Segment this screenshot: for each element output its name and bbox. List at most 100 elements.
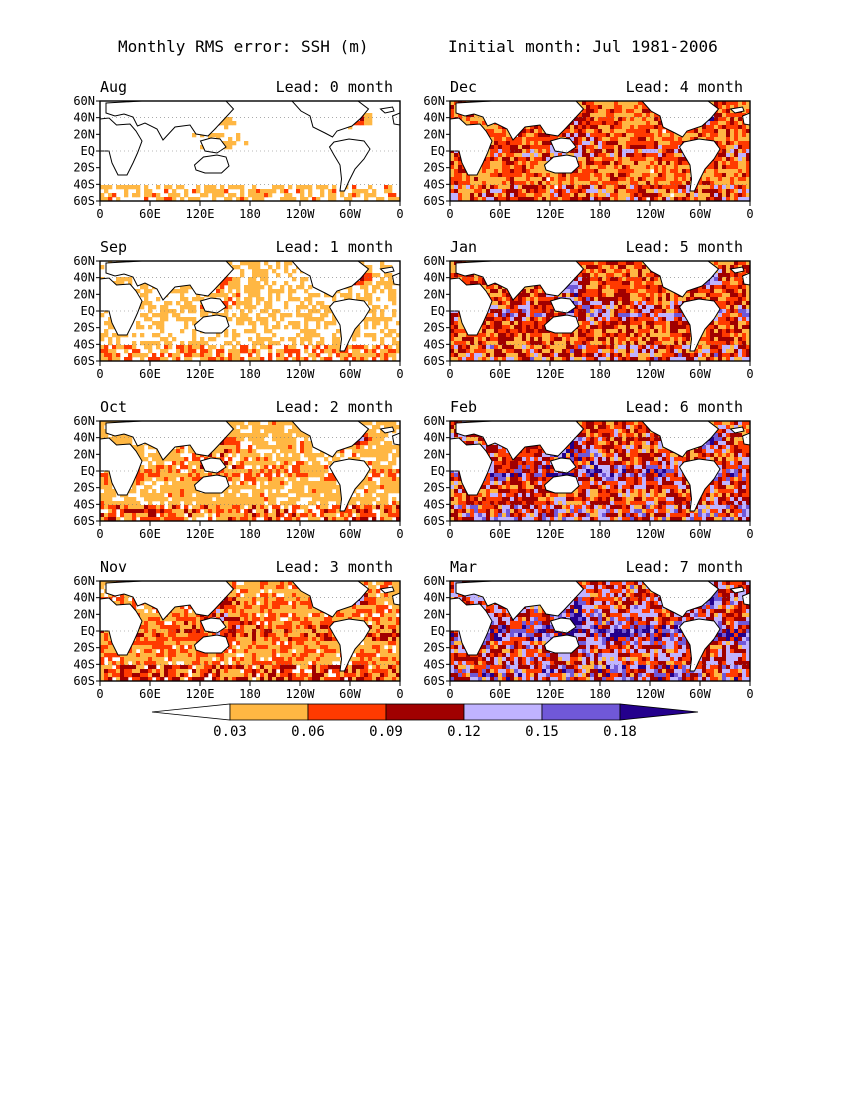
lon-tick-label: 0 — [746, 527, 753, 541]
error-field — [450, 581, 750, 681]
lon-tick-label: 120W — [636, 367, 666, 381]
lon-tick-label: 0 — [446, 367, 453, 381]
land-mass — [678, 618, 721, 672]
lon-tick-label: 0 — [396, 367, 403, 381]
lat-tick-label: EQ — [81, 304, 95, 318]
error-field — [100, 101, 400, 201]
colorbar-segment — [229, 703, 309, 721]
land-mass — [379, 586, 395, 594]
lon-tick-label: 180 — [239, 367, 261, 381]
lat-tick-label: 60S — [73, 514, 95, 528]
land-mass — [328, 618, 371, 672]
panel-month: Jan — [450, 238, 477, 256]
lon-tick-label: 120W — [636, 207, 666, 221]
land-mass — [100, 437, 143, 496]
lat-tick-label: 20N — [73, 287, 95, 301]
lon-tick-label: 120W — [636, 527, 666, 541]
lon-tick-label: 180 — [589, 687, 611, 701]
land-mass — [328, 138, 371, 192]
panel-lead: Lead: 1 month — [276, 238, 393, 256]
land-mass — [641, 421, 720, 458]
lon-tick-label: 180 — [589, 527, 611, 541]
lat-tick-label: 20S — [423, 481, 445, 495]
lon-tick-label: 60E — [489, 687, 511, 701]
lat-tick-label: 60N — [423, 414, 445, 428]
lat-tick-label: 20N — [73, 127, 95, 141]
land-mass — [729, 106, 745, 114]
land-mass — [105, 101, 235, 141]
land-mass — [678, 458, 721, 512]
land-mass — [729, 266, 745, 274]
lon-tick-label: 0 — [746, 687, 753, 701]
map-panel-feb: 0 60E 120E 180 120W 60W 0 60N 40N 20N EQ 20S 40S 60S F… — [423, 398, 753, 541]
lon-tick-label: 180 — [239, 687, 261, 701]
lon-tick-label: 60E — [139, 687, 161, 701]
lat-tick-label: 40S — [73, 497, 95, 511]
land-mass — [641, 101, 720, 138]
figure-title-left: Monthly RMS error: SSH (m) — [118, 37, 368, 56]
lon-tick-label: 60W — [689, 207, 711, 221]
land-mass — [455, 581, 585, 621]
lat-tick-label: 60N — [73, 94, 95, 108]
colorbar-tick-label: 0.03 — [213, 724, 247, 740]
land-mass — [291, 581, 370, 618]
lon-tick-label: 0 — [96, 527, 103, 541]
land-mass — [391, 432, 400, 446]
land-mass — [729, 426, 745, 434]
lat-tick-label: 60S — [73, 194, 95, 208]
land-mass — [391, 112, 400, 126]
lat-tick-label: 40N — [73, 111, 95, 125]
map-panels: 0 60E 120E 180 120W 60W 0 60N 40N 20N EQ 20S 40S 60S A… — [73, 78, 753, 701]
map-panel-aug: 0 60E 120E 180 120W 60W 0 60N 40N 20N EQ 20S 40S 60S A… — [73, 78, 403, 221]
land-mass — [193, 474, 230, 494]
panel-lead: Lead: 2 month — [276, 398, 393, 416]
panel-month: Dec — [450, 78, 477, 96]
land-mass — [678, 298, 721, 352]
lat-tick-label: 20S — [423, 641, 445, 655]
lon-tick-label: 180 — [589, 207, 611, 221]
lon-tick-label: 0 — [396, 527, 403, 541]
panel-month: Nov — [100, 558, 127, 576]
lon-tick-label: 120E — [186, 527, 215, 541]
colorbar-segment — [307, 703, 387, 721]
land-mass — [379, 426, 395, 434]
land-mass — [543, 634, 580, 654]
lat-tick-label: 40N — [423, 591, 445, 605]
lat-tick-label: 40S — [423, 657, 445, 671]
error-field — [450, 421, 750, 521]
colorbar-under-triangle — [151, 703, 231, 721]
lat-tick-label: 60N — [423, 94, 445, 108]
lon-tick-label: 60E — [139, 527, 161, 541]
land-mass — [291, 101, 370, 138]
panel-lead: Lead: 4 month — [626, 78, 743, 96]
error-field — [100, 421, 400, 521]
error-field — [450, 261, 750, 361]
lat-tick-label: 60S — [73, 354, 95, 368]
colorbar-tick-label: 0.18 — [603, 724, 637, 740]
land-mass — [291, 261, 370, 298]
panel-lead: Lead: 0 month — [276, 78, 393, 96]
land-mass — [543, 314, 580, 334]
error-field — [100, 261, 400, 361]
lon-tick-label: 60W — [689, 687, 711, 701]
lon-tick-label: 120E — [536, 687, 565, 701]
lat-tick-label: 40N — [423, 431, 445, 445]
map-panel-oct: 0 60E 120E 180 120W 60W 0 60N 40N 20N EQ 20S 40S 60S O… — [73, 398, 403, 541]
land-mass — [105, 261, 235, 301]
lon-tick-label: 60E — [139, 367, 161, 381]
lon-tick-label: 60W — [339, 367, 361, 381]
land-mass — [455, 421, 585, 461]
land-mass — [641, 581, 720, 618]
land-mass — [450, 277, 493, 336]
land-mass — [379, 106, 395, 114]
lat-tick-label: 40N — [73, 271, 95, 285]
lon-tick-label: 180 — [589, 367, 611, 381]
lon-tick-label: 60W — [689, 367, 711, 381]
lon-tick-label: 60W — [339, 207, 361, 221]
land-mass — [455, 261, 585, 301]
lon-tick-label: 0 — [396, 207, 403, 221]
land-mass — [100, 597, 143, 656]
lat-tick-label: 60N — [73, 254, 95, 268]
colorbar-tick-label: 0.15 — [525, 724, 559, 740]
